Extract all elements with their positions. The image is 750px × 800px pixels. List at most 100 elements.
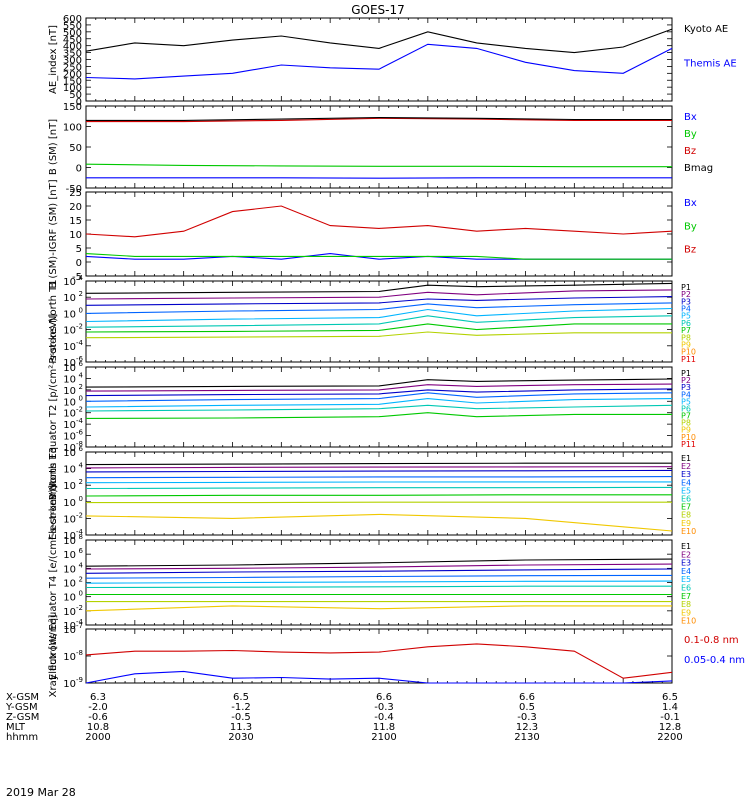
series-line-E3 [85,469,673,473]
series-line-P7 [85,323,672,333]
legend-entry: E7 [681,592,691,601]
legend-entry: E10 [681,527,696,536]
series-line-E9 [85,605,672,612]
y-tick-label: 10 [63,397,76,408]
footer-value: 2200 [657,732,682,743]
series-line-0.05-0.4 nm [85,670,673,684]
footer-value: 12.3 [516,722,538,733]
y-tick-label: 100 [63,83,82,94]
legend-entry: P4 [681,305,691,314]
y-tick-label-exponent: 8 [79,533,83,541]
y-tick-label: 10 [63,652,76,663]
legend-entry: P11 [681,440,696,449]
y-tick-label: 20 [69,202,82,213]
series-line-E3 [85,568,673,574]
y-tick-label: -5 [72,272,82,283]
series-line-P1 [85,378,673,388]
footer-value: 10.8 [87,722,109,733]
y-tick-label: 10 [63,536,76,547]
legend-entry: E5 [681,575,691,584]
footer-value: 6.6 [376,692,392,703]
footer-value: 2130 [514,732,539,743]
y-tick-label: 10 [63,514,76,525]
legend-entry: E2 [681,550,691,559]
series-line-Themis AE [85,43,673,80]
legend-entry: E3 [681,559,691,568]
footer-value: -0.3 [517,712,537,723]
series-line-E1 [85,558,673,567]
legend-entry: E6 [681,495,691,504]
legend-entry: Bmag [684,163,713,174]
series-line-P6 [85,315,673,328]
y-tick-label-exponent: 2 [79,383,83,391]
y-tick-label: 5 [76,244,82,255]
y-tick-label-exponent: 0 [79,306,83,314]
legend-entry: Kyoto AE [684,24,728,35]
series-line-E4 [85,574,673,579]
y-tick-label: 10 [63,531,76,542]
series-line-P4 [85,392,673,402]
y-tick-label-exponent: -4 [76,528,84,536]
series-line-P1 [85,282,673,294]
y-tick-label: 50 [69,143,82,154]
y-tick-label-exponent: 0 [79,495,83,503]
legend-entry: 0.1-0.8 nm [684,635,739,646]
y-tick-label-exponent: 2 [79,478,83,486]
legend-entry: E10 [681,617,696,626]
legend-entry: Bz [684,245,696,256]
series-line-Kyoto AE [85,28,673,54]
footer-value: -0.3 [374,702,394,713]
y-axis-label: B (SM)-IGRF (SM) [nT] [48,179,59,288]
series-line-E4 [85,476,673,479]
y-tick-label: 300 [63,56,82,67]
legend-entry: E8 [681,600,691,609]
series-line-P2 [85,289,673,300]
footer-value: 2000 [85,732,110,743]
legend-entry: E5 [681,486,691,495]
legend-entry: E4 [681,567,691,576]
y-tick-label: 10 [63,342,76,353]
legend-entry: E8 [681,511,691,520]
y-tick-label: 10 [63,579,76,590]
y-tick-label: 200 [63,69,82,80]
legend-entry: E3 [681,470,691,479]
y-axis-label: Protons Equator T2 [p/(cm²-s-sr-keV)] [48,314,59,501]
y-tick-label-exponent: 6 [79,445,84,453]
y-tick-label: 50 [69,90,82,101]
y-tick-label: 10 [63,679,76,690]
legend-entry: P5 [681,312,691,321]
series-line-E2 [85,466,673,469]
footer-value: 11.3 [230,722,252,733]
series-line-P6 [85,404,673,412]
footer-value: -0.5 [231,712,251,723]
series-line-E1 [85,462,672,466]
y-tick-label: 0 [76,164,82,175]
legend-entry: P4 [681,390,691,399]
footer-value: 1.4 [662,702,678,713]
y-tick-label: 500 [63,28,82,39]
legend-entry: P3 [681,383,691,392]
footer-value: 12.8 [659,722,681,733]
legend-entry: P6 [681,319,691,328]
y-tick-label-exponent: -6 [76,355,84,363]
legend-entry: P9 [681,340,691,349]
footer-value: -1.2 [231,702,251,713]
series-line-E6 [85,486,673,490]
legend-entry: E4 [681,478,691,487]
y-tick-label-exponent: -2 [76,604,83,612]
legend-entry: P3 [681,297,691,306]
series-line-P8 [85,331,672,339]
series-line-P3 [85,388,673,397]
footer-value: 6.6 [519,692,535,703]
y-tick-label: 10 [63,409,76,420]
footer-value: 6.5 [662,692,678,703]
legend-entry: E1 [681,454,691,463]
series-line-Bz [85,205,673,238]
series-line-Bz [86,117,672,123]
series-line-P5 [85,398,673,408]
y-tick-label: 400 [63,42,82,53]
footer-value: 11.8 [373,722,395,733]
y-tick-label: 10 [63,443,76,454]
legend-entry: P5 [681,397,691,406]
